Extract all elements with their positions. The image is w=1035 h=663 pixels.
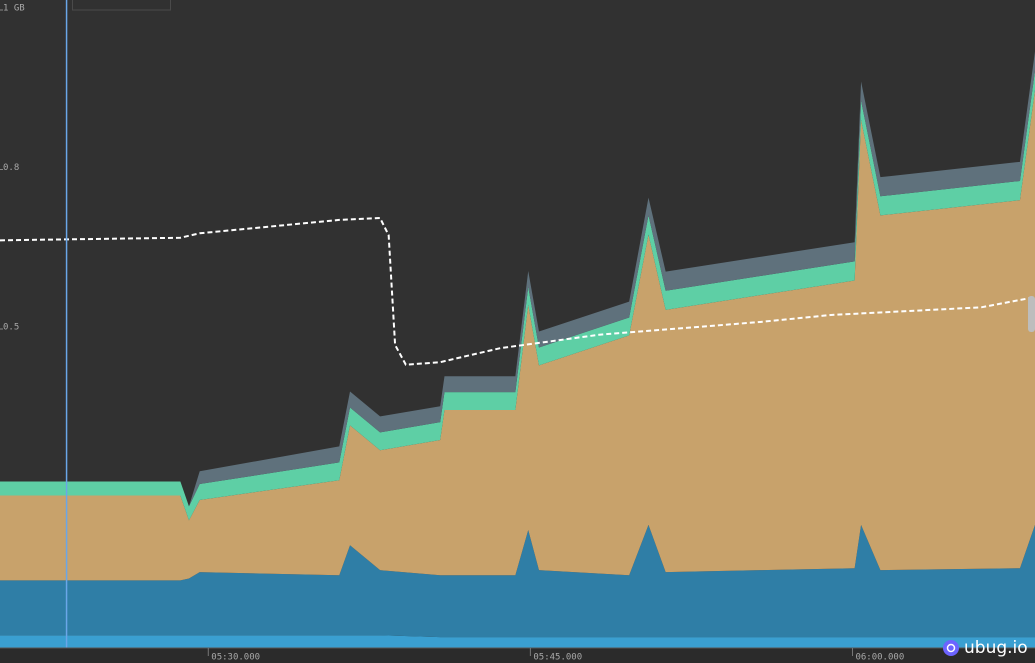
x-tick-label: 05:45.000 [533,653,582,663]
y-tick-label: 0.5 [3,323,19,333]
area [0,89,1035,581]
area [0,524,1035,638]
tooltip-box [72,0,171,11]
watermark-icon [943,640,959,656]
watermark-icon-ring [946,643,956,653]
time-axis [0,648,1035,663]
watermark-text: ubug.io [964,638,1028,658]
axis: 1 GB 0.8 0.5 05:30.000 05:45.000 06:00.000 [0,4,904,663]
plot-area [0,0,1035,648]
area [0,635,1035,648]
total-line [0,216,1035,366]
x-tick-label: 05:30.000 [211,653,260,663]
scroll-handle[interactable] [1028,296,1035,332]
y-tick-label: 1 GB [3,4,25,14]
y-tick-label: 0.8 [3,163,19,173]
x-tick-label: 06:00.000 [855,653,904,663]
watermark: ubug.io [943,638,1028,658]
